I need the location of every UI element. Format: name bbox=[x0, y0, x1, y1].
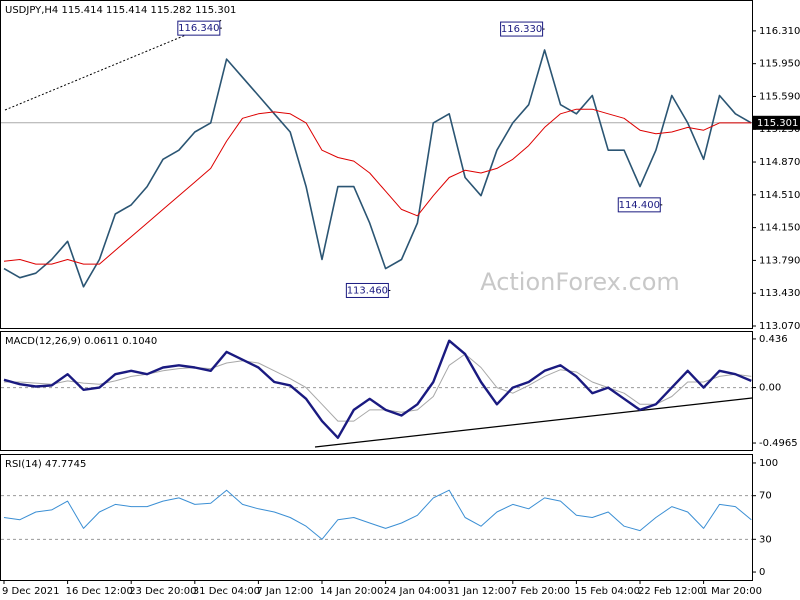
annotation-box bbox=[617, 197, 661, 213]
y-tick-label: 70 bbox=[759, 491, 772, 502]
x-tick-label: 1 Mar 20:00 bbox=[702, 586, 762, 597]
y-tick-label: 100 bbox=[759, 458, 778, 469]
y-tick-label: 30 bbox=[759, 534, 772, 545]
y-tick-label: 116.310 bbox=[759, 26, 800, 37]
x-tick-label: 16 Dec 12:00 bbox=[66, 586, 133, 597]
x-tick-label: 9 Dec 2021 bbox=[2, 586, 60, 597]
panel-title: MACD(12,26,9) 0.0611 0.1040 bbox=[5, 336, 157, 347]
rsi-panel bbox=[0, 454, 753, 581]
x-tick-label: 22 Feb 12:00 bbox=[638, 586, 704, 597]
y-tick-label: -0.4965 bbox=[759, 438, 798, 449]
last-price-label: 115.301 bbox=[757, 118, 798, 129]
annotation-label: 116.340 bbox=[178, 23, 219, 34]
y-tick-label: 114.150 bbox=[759, 223, 800, 234]
y-tick-label: 114.510 bbox=[759, 190, 800, 201]
y-tick-label: 114.870 bbox=[759, 157, 800, 168]
x-tick-label: 15 Feb 04:00 bbox=[574, 586, 640, 597]
price-panel bbox=[0, 0, 753, 329]
y-tick-label: 113.790 bbox=[759, 255, 800, 266]
y-tick-label: 115.950 bbox=[759, 59, 800, 70]
x-tick-label: 31 Jan 12:00 bbox=[447, 586, 510, 597]
x-tick-label: 23 Dec 20:00 bbox=[129, 586, 196, 597]
trend-line bbox=[4, 19, 223, 111]
series-line bbox=[3, 108, 752, 265]
series-line bbox=[4, 353, 752, 422]
panel-title: RSI(14) 47.7745 bbox=[5, 459, 86, 470]
annotation-box bbox=[177, 20, 221, 36]
y-tick-label: 113.070 bbox=[759, 321, 800, 332]
y-tick-label: 115.590 bbox=[759, 91, 800, 102]
annotation-label: 113.460 bbox=[347, 285, 388, 296]
x-tick-label: 7 Feb 20:00 bbox=[511, 586, 570, 597]
macd-panel bbox=[0, 331, 753, 451]
annotation-box bbox=[345, 282, 389, 298]
y-tick-label: 113.430 bbox=[759, 288, 800, 299]
last-price-box bbox=[753, 115, 800, 130]
annotation-label: 116.330 bbox=[501, 24, 542, 35]
series-line bbox=[3, 489, 752, 540]
y-tick-label: 0 bbox=[759, 567, 765, 578]
x-tick-label: 24 Jan 04:00 bbox=[384, 586, 447, 597]
y-tick-label: 0.00 bbox=[759, 383, 781, 394]
series-line bbox=[3, 49, 752, 288]
x-tick-label: 7 Jan 12:00 bbox=[256, 586, 313, 597]
watermark: ActionForex.com bbox=[480, 268, 680, 296]
trend-line bbox=[314, 397, 753, 448]
annotation-box bbox=[500, 21, 544, 37]
y-tick-label: 0.436 bbox=[759, 334, 788, 345]
panel-title: USDJPY,H4 115.414 115.414 115.282 115.30… bbox=[5, 5, 236, 16]
annotation-label: 114.400 bbox=[619, 200, 660, 211]
series-line bbox=[3, 339, 752, 439]
x-tick-label: 14 Jan 20:00 bbox=[320, 586, 383, 597]
x-tick-label: 31 Dec 04:00 bbox=[193, 586, 260, 597]
